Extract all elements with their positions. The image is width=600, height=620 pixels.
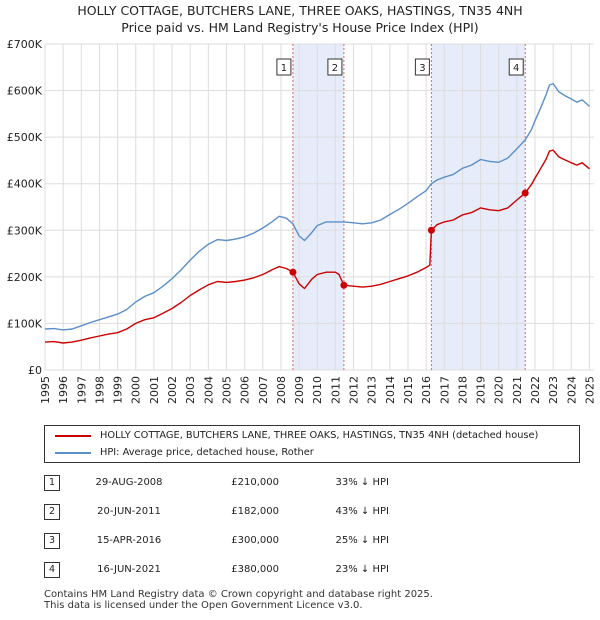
transaction-date: 15-APR-2016 [96, 535, 162, 546]
price-chart: 1 2 3 4 £0 £100K £200K £300K £400K £500K £600K £70… [7, 38, 597, 404]
y-tick-label: £200K [7, 271, 43, 284]
transaction-hpi-diff: 43% ↓ HPI [335, 506, 389, 517]
x-tick-label: 2019 [475, 376, 488, 404]
chart-title: HOLLY COTTAGE, BUTCHERS LANE, THREE OAKS… [0, 2, 600, 36]
y-tick-label: £500K [7, 131, 43, 144]
transaction-hpi-diff: 23% ↓ HPI [335, 564, 389, 575]
y-tick-label: £700K [7, 38, 43, 51]
x-tick-label: 2022 [529, 376, 542, 404]
transaction-date: 16-JUN-2021 [97, 564, 161, 575]
sale-marker-box [276, 58, 292, 76]
x-tick-label: 2015 [402, 376, 415, 404]
y-tick-label: £100K [7, 317, 43, 330]
sale-marker-box [414, 58, 430, 76]
x-tick-label: 2017 [438, 376, 451, 404]
sale-marker-box [508, 58, 524, 76]
y-tick-label: £0 [28, 364, 42, 377]
x-tick-label: 2012 [348, 376, 361, 404]
x-tick-label: 1997 [75, 376, 88, 404]
table-row: 3 15-APR-2016 £300,000 25% ↓ HPI [44, 526, 389, 555]
x-tick-label: 1996 [57, 376, 70, 404]
chart-title-line1: HOLLY COTTAGE, BUTCHERS LANE, THREE OAKS… [77, 3, 523, 18]
footer: Contains HM Land Registry data © Crown c… [44, 589, 433, 611]
x-tick-label: 2010 [311, 376, 324, 404]
x-tick-label: 2020 [493, 376, 506, 404]
x-tick-label: 2001 [148, 376, 161, 404]
transaction-hpi-diff: 25% ↓ HPI [335, 535, 389, 546]
x-tick-label: 2018 [456, 376, 469, 404]
sale-marker-label: 1 [281, 63, 287, 74]
x-tick-label: 2008 [275, 376, 288, 404]
footer-licence: This data is licensed under the Open Gov… [44, 600, 363, 611]
transaction-date: 20-JUN-2011 [97, 506, 161, 517]
x-tick-label: 2011 [329, 376, 342, 404]
sale-marker-label: 4 [513, 63, 519, 74]
transaction-number: 2 [44, 503, 60, 520]
y-tick-label: £400K [7, 178, 43, 191]
transaction-price: £380,000 [231, 564, 279, 575]
sale-marker-label: 2 [332, 63, 338, 74]
y-tick-label: £300K [7, 224, 43, 237]
table-row: 2 20-JUN-2011 £182,000 43% ↓ HPI [44, 497, 389, 526]
legend-swatch-property [55, 435, 91, 437]
x-tick-label: 2007 [257, 376, 270, 404]
legend-label-hpi: HPI: Average price, detached house, Roth… [100, 447, 314, 458]
sale-marker-label: 3 [419, 63, 425, 74]
y-tick-label: £600K [7, 85, 43, 98]
x-tick-label: 2006 [239, 376, 252, 404]
sale-point [521, 189, 529, 197]
x-tick-label: 1999 [112, 376, 125, 404]
footer-copyright: Contains HM Land Registry data © Crown c… [44, 589, 433, 600]
sale-point [340, 281, 348, 289]
transaction-price: £210,000 [231, 477, 279, 488]
x-tick-label: 2003 [184, 376, 197, 404]
x-tick-label: 2005 [220, 376, 233, 404]
transaction-number: 1 [44, 474, 60, 491]
transactions-table: 1 29-AUG-2008 £210,000 33% ↓ HPI 2 20-JU… [44, 468, 389, 584]
x-tick-label: 2016 [420, 376, 433, 404]
sale-point [289, 268, 297, 276]
x-tick-label: 2009 [293, 376, 306, 404]
x-tick-label: 2025 [583, 376, 596, 404]
chart-legend: HOLLY COTTAGE, BUTCHERS LANE, THREE OAKS… [44, 425, 580, 463]
transaction-number: 3 [44, 532, 60, 549]
x-tick-label: 2002 [166, 376, 179, 404]
x-tick-label: 2021 [511, 376, 524, 404]
transaction-date: 29-AUG-2008 [95, 477, 163, 488]
x-tick-label: 2004 [202, 376, 215, 404]
table-row: 1 29-AUG-2008 £210,000 33% ↓ HPI [44, 468, 389, 497]
table-row: 4 16-JUN-2021 £380,000 23% ↓ HPI [44, 555, 389, 584]
shaded-period [431, 44, 526, 370]
transaction-price: £182,000 [231, 506, 279, 517]
x-tick-label: 2000 [130, 376, 143, 404]
x-tick-label: 1995 [39, 376, 52, 404]
chart-title-line2: Price paid vs. HM Land Registry's House … [121, 20, 479, 35]
x-tick-label: 2024 [565, 376, 578, 404]
x-tick-label: 1998 [93, 376, 106, 404]
legend-label-property: HOLLY COTTAGE, BUTCHERS LANE, THREE OAKS… [100, 430, 539, 441]
transaction-price: £300,000 [231, 535, 279, 546]
x-tick-label: 2023 [547, 376, 560, 404]
hpi-line [44, 82, 590, 331]
transaction-number: 4 [44, 561, 60, 578]
transaction-hpi-diff: 33% ↓ HPI [335, 477, 389, 488]
x-tick-label: 2013 [366, 376, 379, 404]
x-tick-label: 2014 [384, 376, 397, 404]
sale-marker-box [327, 58, 343, 76]
sale-point [427, 226, 435, 234]
shaded-period [292, 44, 344, 370]
legend-swatch-hpi [55, 452, 91, 454]
